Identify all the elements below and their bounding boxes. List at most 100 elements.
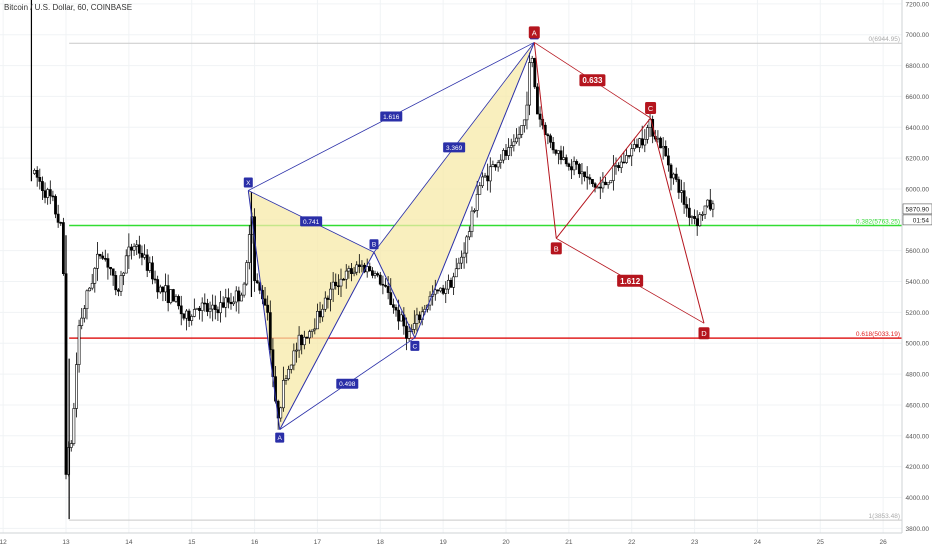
candle-body [255, 280, 259, 284]
candle-body [462, 252, 466, 258]
candle-body [418, 314, 421, 321]
candle-body [360, 264, 364, 267]
pattern2-point-box[interactable] [528, 26, 540, 39]
candle-body [166, 285, 170, 303]
pattern1-point-box[interactable] [275, 432, 285, 443]
candle-body [494, 164, 497, 168]
candle-body [661, 146, 665, 149]
candle-body [336, 285, 340, 288]
candle-body [132, 246, 136, 251]
candle-body [373, 273, 377, 276]
candle-body [43, 190, 47, 198]
candle-body [708, 199, 712, 210]
candle-body [85, 290, 89, 310]
price-tick-label: 5000.00 [906, 341, 930, 348]
candle-body [316, 311, 319, 330]
pattern1-leg [373, 252, 416, 339]
candle-body [549, 135, 552, 143]
time-tick-label: 12 [0, 539, 7, 546]
candle-body [703, 205, 707, 215]
price-tick-label: 6600.00 [906, 94, 930, 101]
candle-body [211, 304, 215, 310]
candle-body [268, 312, 272, 351]
candle-body [389, 292, 393, 305]
candle-body [583, 171, 586, 178]
candle-body [122, 272, 126, 276]
pattern1-ratio-label: 3.369 [446, 145, 463, 152]
candle-body [376, 273, 380, 276]
candle-body [606, 182, 610, 186]
candle-body [365, 266, 369, 273]
price-tick-label: 6000.00 [906, 186, 930, 193]
candle-body [368, 266, 372, 271]
candle-body [240, 294, 243, 302]
candle-body [446, 279, 450, 290]
candle-body [682, 190, 686, 205]
pattern-triangle-bcd [374, 42, 535, 338]
candle-body [140, 252, 144, 258]
candle-body [522, 119, 526, 126]
candle-body [635, 144, 639, 148]
candle-body [504, 150, 508, 156]
pattern2-point-box[interactable] [645, 102, 657, 115]
candle-body [378, 274, 382, 285]
pattern1-ratio-box [443, 142, 466, 153]
candle-body [659, 137, 662, 149]
pattern2-point-box[interactable] [698, 327, 710, 340]
candle-body [305, 336, 309, 339]
candle-body [554, 149, 558, 154]
candle-body [488, 166, 492, 182]
time-tick-label: 18 [377, 539, 385, 546]
time-tick-label: 20 [502, 539, 510, 546]
candle-body [156, 279, 160, 293]
pattern1-point-label: A [278, 435, 283, 442]
time-tick-label: 25 [817, 539, 825, 546]
candle-body [164, 285, 167, 293]
pattern1-point-label: B [372, 242, 376, 249]
candle-body [580, 171, 584, 175]
candle-body [664, 146, 668, 157]
candle-body [646, 127, 649, 140]
price-tick-label: 4800.00 [906, 372, 930, 379]
candle-body [407, 331, 411, 339]
pattern1-point-box[interactable] [369, 239, 379, 250]
candle-body [512, 141, 516, 146]
candle-body [195, 307, 199, 310]
candle-body [632, 144, 636, 149]
candle-body [496, 162, 500, 168]
candle-body [313, 328, 317, 331]
candle-body [486, 175, 490, 182]
candle-body [292, 350, 296, 366]
price-tick-label: 5400.00 [906, 279, 930, 286]
candle-body [101, 255, 105, 259]
pattern2-point-box[interactable] [550, 242, 562, 255]
candle-body [331, 281, 335, 290]
pattern1-point-box[interactable] [410, 340, 420, 351]
pattern2-point-label: A [532, 28, 537, 37]
pattern2-ratio-box [617, 274, 644, 287]
candle-body [666, 155, 670, 166]
pattern-fill [248, 42, 535, 430]
candle-body [687, 207, 691, 218]
candle-body [538, 113, 542, 120]
candle-body [685, 204, 689, 209]
price-tick-label: 7000.00 [906, 32, 930, 39]
candle-body [192, 309, 196, 317]
candle-body [119, 275, 123, 292]
candle-body [611, 165, 615, 181]
candle-body [213, 304, 217, 310]
candle-body [643, 138, 647, 146]
price-tick-label: 5600.00 [906, 248, 930, 255]
candle-body [483, 175, 487, 178]
pattern1-point-label: C [413, 343, 418, 350]
candle-body [38, 177, 42, 182]
candle-body [182, 313, 186, 319]
candle-body [339, 278, 343, 287]
candle-body [80, 317, 84, 326]
candle-body [130, 246, 133, 251]
pattern1-point-box[interactable] [243, 177, 253, 188]
candle-body [72, 408, 76, 444]
